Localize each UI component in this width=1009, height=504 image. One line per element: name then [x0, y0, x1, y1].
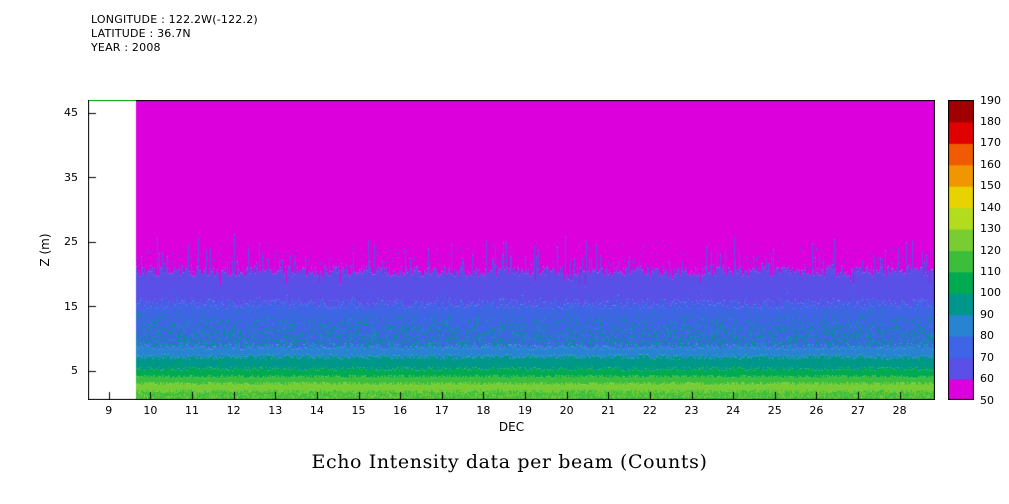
colorbar-tick-label: 170 — [980, 136, 1001, 150]
x-tick-label: 18 — [476, 404, 491, 417]
colorbar-tick-label: 150 — [980, 179, 1001, 193]
colorbar-tick-label: 100 — [980, 286, 1001, 300]
colorbar-tick-label: 60 — [980, 372, 994, 386]
x-tick-label: 15 — [351, 404, 366, 417]
y-tick-label: 5 — [71, 364, 78, 378]
colorbar-tick-label: 190 — [980, 93, 1001, 107]
x-tick-label: 13 — [268, 404, 283, 417]
colorbar-tick-label: 70 — [980, 350, 994, 364]
colorbar-tick-label: 130 — [980, 222, 1001, 236]
y-axis-title: Z (m) — [38, 233, 52, 267]
x-tick-label: 17 — [434, 404, 449, 417]
colorbar-tick-label: 50 — [980, 393, 994, 407]
x-tick-label: 16 — [393, 404, 408, 417]
colorbar-canvas — [948, 100, 974, 400]
heatmap-canvas — [88, 100, 935, 400]
x-tick-label: 24 — [726, 404, 741, 417]
y-tick-label: 15 — [64, 299, 78, 313]
x-tick-label: 10 — [143, 404, 158, 417]
chart-title: Echo Intensity data per beam (Counts) — [311, 451, 708, 473]
x-tick-label: 26 — [809, 404, 824, 417]
y-tick-label: 25 — [64, 235, 78, 249]
x-tick-label: 21 — [601, 404, 616, 417]
x-tick-label: 9 — [105, 404, 113, 417]
colorbar-tick-label: 120 — [980, 243, 1001, 257]
x-tick-label: 11 — [185, 404, 200, 417]
latitude-label: LATITUDE : 36.7N — [91, 27, 191, 40]
x-tick-label: 14 — [309, 404, 324, 417]
x-tick-label: 20 — [559, 404, 574, 417]
x-tick-label: 19 — [518, 404, 533, 417]
colorbar-tick-label: 160 — [980, 157, 1001, 171]
x-tick-label: 27 — [851, 404, 865, 417]
colorbar-tick-label: 180 — [980, 114, 1001, 128]
x-tick-label: 25 — [767, 404, 782, 417]
colorbar-tick-label: 90 — [980, 307, 994, 321]
longitude-label: LONGITUDE : 122.2W(-122.2) — [91, 13, 258, 26]
x-tick-label: 28 — [892, 404, 907, 417]
y-tick-label: 35 — [64, 170, 78, 184]
x-tick-label: 23 — [684, 404, 699, 417]
colorbar-tick-label: 80 — [980, 329, 994, 343]
colorbar-tick-label: 110 — [980, 264, 1001, 278]
x-tick-label: 12 — [226, 404, 241, 417]
x-tick-label: 22 — [642, 404, 657, 417]
colorbar-tick-label: 140 — [980, 200, 1001, 214]
metadata-block: LONGITUDE : 122.2W(-122.2) LATITUDE : 36… — [91, 13, 258, 55]
x-axis-title: DEC — [498, 420, 525, 434]
y-tick-label: 45 — [64, 106, 78, 120]
year-label: YEAR : 2008 — [91, 41, 161, 54]
